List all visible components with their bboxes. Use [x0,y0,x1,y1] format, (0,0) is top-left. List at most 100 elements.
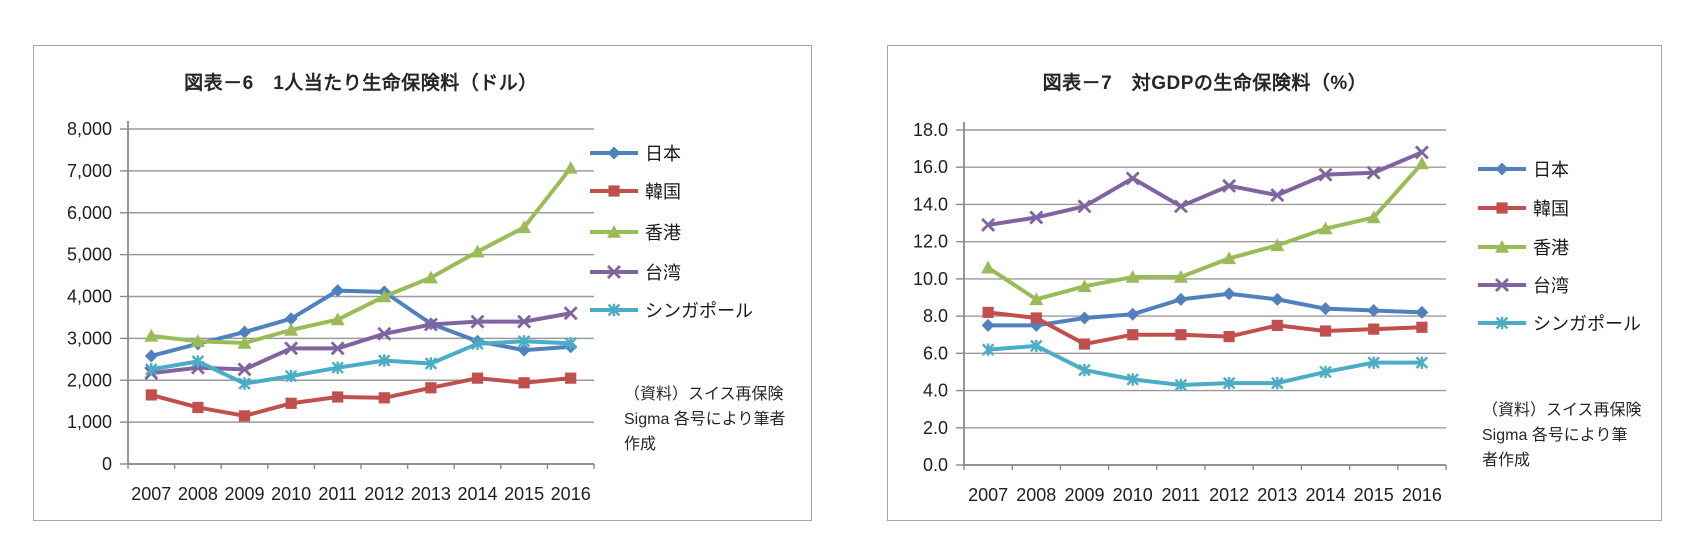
asterisk-marker [1415,356,1429,369]
x-legend-icon [590,265,638,279]
y-tick-label: 2.0 [923,418,948,438]
asterisk-marker [981,343,995,356]
asterisk-marker [1078,363,1091,377]
series-line-singapore [149,339,573,386]
diamond-marker [1415,305,1429,319]
asterisk-marker [1126,373,1139,386]
square-marker [982,306,994,318]
asterisk-marker [607,303,621,317]
square-marker [1175,329,1187,341]
triangle-marker [563,160,578,174]
x-marker [1029,210,1044,225]
x-marker [423,317,438,332]
series-line-taiwan [986,150,1424,227]
diamond-marker [238,325,251,339]
y-tick-label: 7,000 [67,161,112,181]
x-legend-icon [1478,278,1526,292]
square-marker [518,377,530,389]
legend-item-taiwan: 台湾 [1478,273,1569,297]
square-marker [1496,202,1508,214]
triangle-marker [1495,240,1509,253]
diamond-marker [981,318,995,332]
x-marker [1495,278,1509,292]
x-tick-label: 2012 [1209,485,1249,505]
asterisk-marker [378,354,391,367]
x-marker [1077,199,1092,214]
series-taiwan [144,306,578,381]
square-marker [238,410,251,422]
asterisk-marker [564,337,577,350]
y-tick-label: 4,000 [67,287,112,307]
square-marker [1368,323,1380,335]
legend-item-singapore: シンガポール [590,298,753,322]
x-tick-label: 2016 [1402,485,1442,505]
diamond-marker [1222,287,1236,301]
triangle-marker [237,335,252,349]
x-tick-label: 2011 [1162,485,1201,505]
source-note-line: （資料）スイス再保険 [1482,402,1642,419]
series-line-japan [986,291,1424,328]
y-axis-labels: 18.0 16.0 14.0 12.0 10.0 8.0 6.0 4.0 2.0 0.0 [913,120,948,475]
axes [956,122,1447,470]
x-marker [1173,199,1188,214]
x-marker [470,314,485,329]
square-marker [608,185,620,197]
x-tick-label: 2014 [457,484,497,504]
asterisk-marker [424,357,438,370]
legend-label: シンガポール [645,301,753,321]
source-note-line: 作成 [624,436,657,453]
asterisk-marker [1222,376,1236,390]
asterisk-marker [191,355,205,368]
legend-label: 台湾 [1533,276,1569,296]
legend-label: 香港 [645,223,681,243]
square-marker [1416,321,1428,333]
legend: 日本 韓国 香港 台湾 シンガポール [888,46,1661,520]
asterisk-legend-icon [590,303,638,317]
y-tick-label: 2,000 [67,370,112,390]
series-line-hongkong [986,161,1424,302]
legend-label: 日本 [1533,160,1569,180]
x-tick-label: 2007 [131,484,171,504]
series-line-korea [986,310,1424,347]
y-tick-label: 18.0 [913,120,948,140]
triangle-marker [1270,238,1285,252]
legend-item-korea: 韓国 [1478,196,1569,220]
asterisk-legend-icon [1478,316,1526,330]
diamond-marker [284,312,298,326]
asterisk-marker [331,361,344,374]
triangle-marker [1222,251,1237,265]
y-tick-label: 5,000 [67,245,112,265]
diamond-marker [1367,304,1381,318]
triangle-marker [981,260,996,274]
y-tick-label: 0.0 [923,455,948,475]
legend-item-japan: 日本 [1478,157,1569,181]
y-axis-labels: 8,000 7,000 6,000 5,000 4,000 3,000 2,000 1,000… [67,119,112,474]
diamond-legend-icon [1478,162,1526,176]
triangle-marker [1366,210,1381,224]
source-note-line: （資料）スイス再保険 [624,386,784,403]
x-marker [1125,171,1140,186]
asterisk-marker [1367,356,1380,369]
x-tick-label: 2013 [411,484,451,504]
series-japan [981,287,1429,332]
x-marker [1222,178,1237,193]
square-marker [1078,338,1091,350]
source-note: （資料）スイス再保険 Sigma 各号により筆 者作成 [1482,398,1667,473]
diamond-marker [607,146,621,160]
triangle-marker [284,323,299,336]
triangle-marker [607,225,621,238]
legend-item-japan: 日本 [590,141,681,165]
x-tick-label: 2008 [1016,485,1056,505]
source-note-line: 者作成 [1482,452,1531,469]
y-tick-label: 12.0 [913,232,948,252]
series-hongkong [144,160,578,349]
y-tick-label: 8,000 [67,119,112,139]
x-axis-labels: 2007 2008 2009 2010 2011 2012 2013 2014 2015 2016 [968,485,1442,505]
y-tick-label: 14.0 [913,194,948,214]
x-marker [517,314,532,329]
x-tick-label: 2010 [1113,485,1153,505]
diamond-marker [1078,311,1091,325]
y-tick-label: 4.0 [923,381,948,401]
asterisk-marker [1271,376,1284,390]
